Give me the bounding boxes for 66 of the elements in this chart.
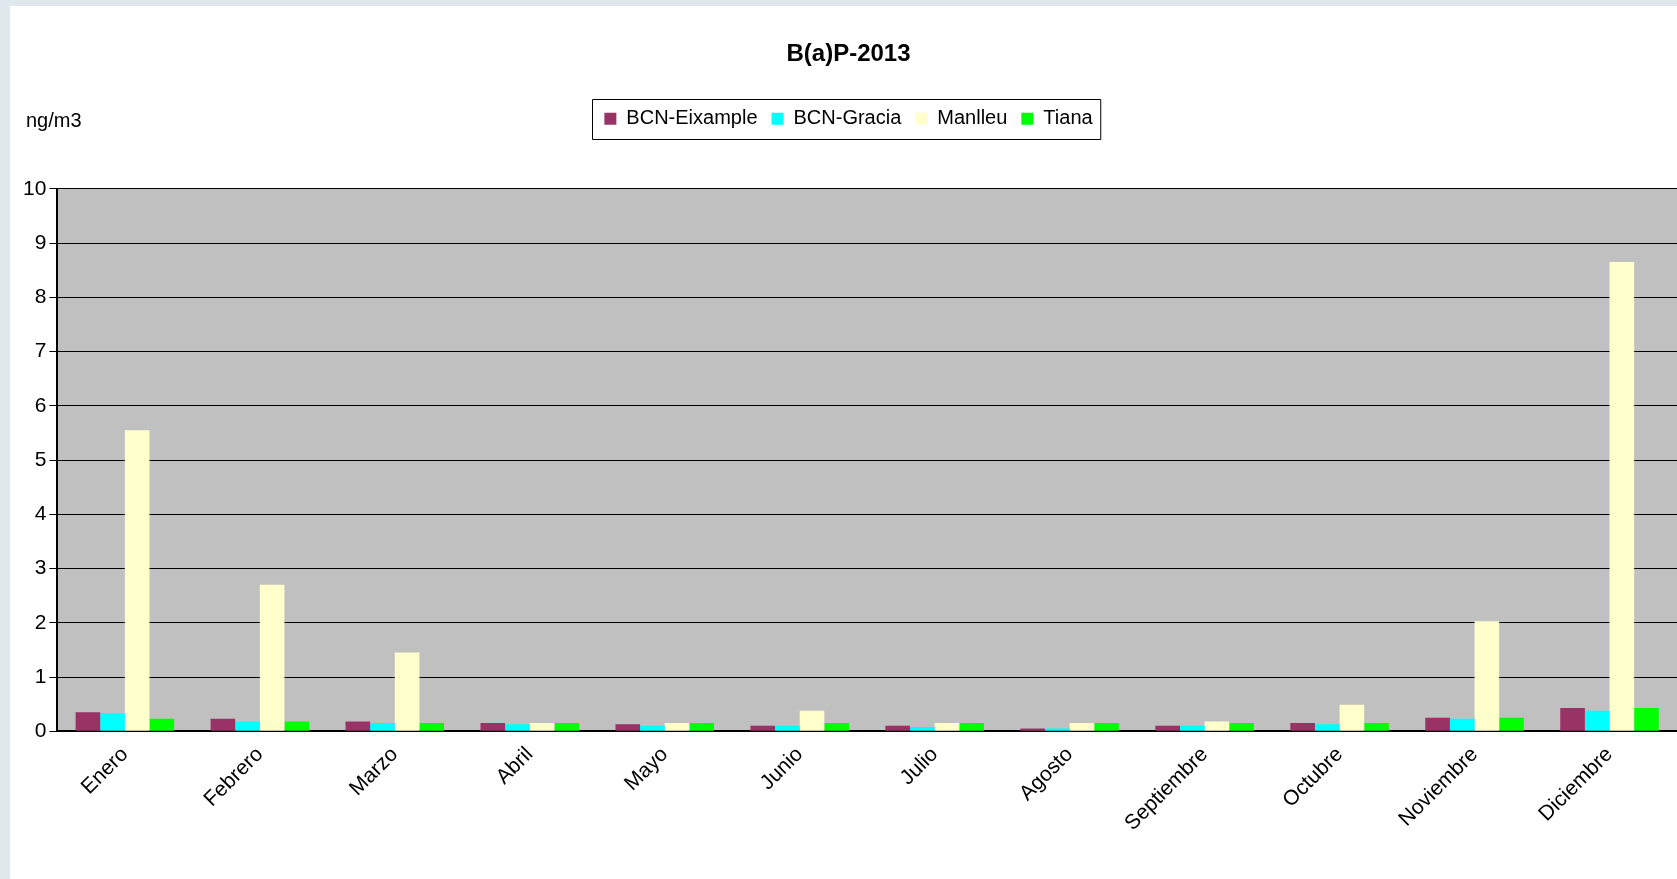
y-tick-label: 3 <box>34 555 47 579</box>
bar <box>775 725 800 731</box>
bar <box>554 723 580 731</box>
bar <box>100 713 125 731</box>
bar <box>345 721 371 731</box>
legend-label: Manlleu <box>937 106 1008 129</box>
chart-title: B(a)P-2013 <box>786 39 911 67</box>
legend-label: Tiana <box>1043 106 1094 129</box>
bar <box>284 721 310 731</box>
bar <box>1290 723 1315 731</box>
y-tick-label: 8 <box>34 284 47 308</box>
bar <box>1499 717 1524 731</box>
bar <box>824 723 849 731</box>
bar <box>529 723 555 731</box>
y-tick-label: 6 <box>34 392 47 416</box>
bar <box>1094 723 1119 731</box>
x-tick-label: Julio <box>894 741 942 789</box>
bar <box>419 723 445 731</box>
bar <box>1449 718 1475 731</box>
bar <box>149 718 175 731</box>
y-tick-label: 1 <box>34 663 47 687</box>
bar <box>910 726 935 731</box>
bar <box>1560 707 1585 731</box>
bar <box>1634 707 1659 731</box>
bar <box>124 430 150 731</box>
y-tick-label: 5 <box>34 446 47 470</box>
bar <box>1425 717 1450 731</box>
bar <box>75 712 101 731</box>
bar <box>799 710 825 731</box>
bar <box>1339 704 1365 731</box>
bar <box>750 725 776 731</box>
bar <box>235 721 260 731</box>
bar <box>480 723 506 731</box>
bar <box>1045 728 1070 731</box>
bar <box>1474 621 1500 731</box>
bar <box>1179 725 1205 731</box>
bar <box>370 723 395 731</box>
y-axis-title: ng/m3 <box>26 108 82 131</box>
legend-label: BCN-Eixample <box>626 106 758 129</box>
y-tick-label: 2 <box>34 609 47 633</box>
y-tick-label: 10 <box>23 175 47 199</box>
bar <box>1584 710 1610 731</box>
y-tick-label: 4 <box>34 501 47 525</box>
bar <box>505 724 530 731</box>
bar <box>1314 724 1340 731</box>
bar <box>885 725 911 731</box>
bar <box>959 723 984 731</box>
bar <box>934 723 960 731</box>
bar <box>689 723 714 731</box>
bar <box>394 652 420 731</box>
bar <box>1204 721 1230 731</box>
bar <box>1229 723 1254 731</box>
y-tick-label: 7 <box>34 338 47 362</box>
bar <box>640 725 665 731</box>
bar <box>1609 262 1635 731</box>
legend-label: BCN-Gracia <box>793 106 903 129</box>
y-tick-label: 0 <box>34 718 47 742</box>
bar <box>615 724 641 731</box>
bar <box>1155 725 1180 731</box>
bar <box>210 718 236 731</box>
bar <box>1069 723 1095 731</box>
bar <box>1020 728 1045 731</box>
bar <box>664 723 690 731</box>
bar <box>1364 723 1389 731</box>
bar <box>259 584 285 731</box>
y-tick-label: 9 <box>34 229 47 253</box>
